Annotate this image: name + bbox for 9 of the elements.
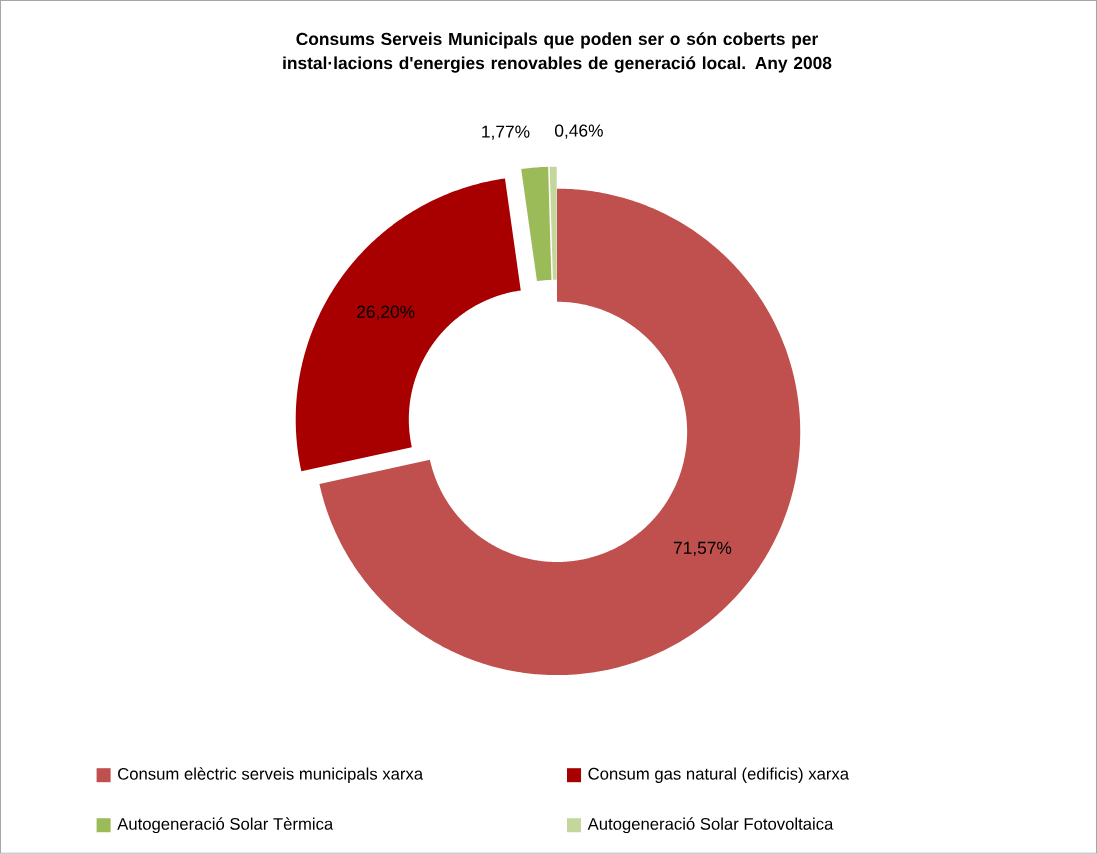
- data-label: 1,77%: [482, 125, 530, 140]
- chart-title: Consums Serveis Municipals que poden ser o són coberts per instal·lacions d'energies renovables de generació local. Any 2008: [283, 32, 832, 73]
- data-label: 0,46%: [554, 124, 603, 139]
- legend-label: Consum gas natural (edificis) xarxa: [588, 767, 850, 784]
- data-label: 26,20%: [357, 305, 415, 321]
- legend-label: Consum elèctric serveis municipals xarxa: [118, 767, 424, 784]
- legend-label: Autogeneració Solar Fotovoltaica: [587, 817, 834, 834]
- data-label: 71,57%: [673, 541, 732, 557]
- legend-label: Autogeneració Solar Tèrmica: [117, 817, 334, 834]
